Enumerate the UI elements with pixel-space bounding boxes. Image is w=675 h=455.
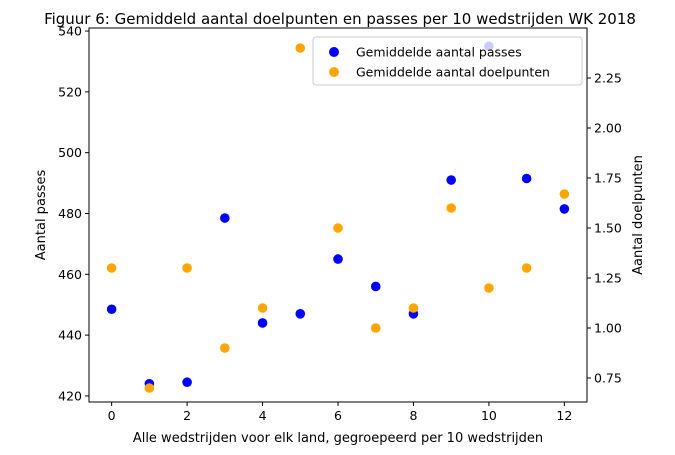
- goals-point: [521, 263, 532, 273]
- x-axis: 0 2 4 6 8 10 12: [108, 402, 572, 423]
- legend-label-goals: Gemiddelde aantal doelpunten: [356, 65, 550, 80]
- left-y-tick-label: 540: [58, 24, 82, 39]
- right-y-tick-label: 2.25: [594, 71, 622, 86]
- chart-title: Figuur 6: Gemiddeld aantal doelpunten en…: [44, 10, 636, 28]
- left-y-tick-label: 500: [58, 145, 82, 160]
- x-tick-label: 8: [409, 408, 417, 423]
- goals-point: [295, 43, 306, 53]
- goals-point: [484, 283, 494, 293]
- legend-box: [312, 36, 583, 86]
- goals-point: [408, 303, 419, 313]
- legend-label-passes: Gemiddelde aantal passes: [356, 45, 522, 60]
- left-y-tick-label: 460: [58, 267, 82, 282]
- x-axis-label: Alle wedstrijden voor elk land, gegroepe…: [133, 431, 543, 446]
- passes-point: [333, 254, 343, 264]
- x-tick-label: 6: [334, 408, 342, 423]
- goals-point: [446, 203, 456, 213]
- x-tick-label: 2: [183, 408, 191, 423]
- left-y-tick-label: 480: [58, 206, 82, 221]
- right-y-tick-label: 1.50: [594, 221, 622, 236]
- goals-point: [257, 303, 268, 313]
- legend: Gemiddelde aantal passes Gemiddelde aant…: [312, 36, 583, 86]
- goals-point: [182, 263, 192, 273]
- left-y-tick-label: 440: [58, 328, 82, 343]
- right-y-tick-label: 1.75: [594, 171, 622, 186]
- x-tick-label: 4: [259, 408, 267, 423]
- passes-point: [295, 309, 306, 319]
- right-y-axis: 0.75 1.00 1.25 1.50 1.75 2.00 2.25: [587, 71, 622, 386]
- goals-point: [559, 189, 570, 199]
- x-tick-label: 10: [481, 408, 497, 423]
- left-y-tick-label: 420: [58, 388, 82, 403]
- data-points: [106, 41, 570, 393]
- passes-point: [182, 377, 192, 388]
- passes-point: [106, 304, 117, 315]
- x-tick-label: 0: [108, 408, 116, 423]
- right-y-tick-label: 0.75: [594, 371, 622, 386]
- goals-point: [144, 383, 155, 393]
- right-y-tick-label: 1.00: [594, 321, 622, 336]
- right-y-tick-label: 1.25: [594, 271, 622, 286]
- left-y-tick-label: 520: [58, 84, 82, 99]
- passes-point: [559, 204, 570, 214]
- goals-point: [220, 343, 230, 353]
- right-y-tick-label: 2.00: [594, 121, 622, 136]
- passes-point: [220, 213, 230, 223]
- x-tick-label: 12: [556, 408, 572, 423]
- goals-point: [370, 323, 381, 333]
- passes-point: [257, 318, 268, 328]
- passes-point: [521, 173, 532, 184]
- goals-point: [106, 263, 117, 273]
- legend-marker-goals: [329, 67, 339, 77]
- passes-point: [446, 175, 456, 185]
- left-y-axis: 420 440 460 480 500 520 540: [58, 24, 89, 403]
- legend-marker-passes: [329, 47, 339, 57]
- left-y-axis-label: Aantal passes: [34, 170, 49, 261]
- passes-point: [370, 281, 381, 292]
- goals-point: [333, 223, 343, 233]
- right-y-axis-label: Aantal doelpunten: [631, 155, 646, 275]
